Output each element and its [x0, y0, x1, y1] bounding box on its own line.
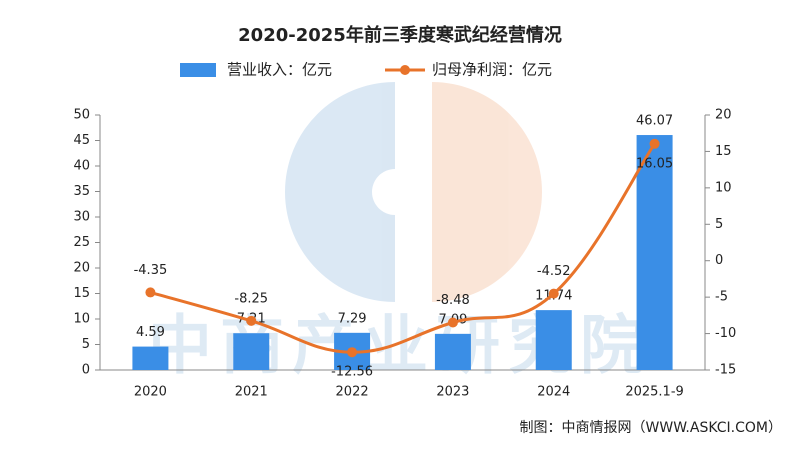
y2-tick-label: -15 — [715, 363, 736, 378]
watermark-logo — [285, 82, 542, 302]
y2-tick-label: 0 — [715, 253, 723, 268]
y2-tick-label: -5 — [715, 290, 728, 305]
y-tick-label: 15 — [73, 286, 90, 301]
y-tick-label: 25 — [73, 235, 90, 250]
legend-swatch — [180, 63, 216, 77]
line-marker — [246, 315, 257, 326]
line-marker — [649, 138, 660, 149]
line-value-label: -4.35 — [134, 263, 168, 278]
y-tick-label: 0 — [82, 363, 90, 378]
chart-title: 2020-2025年前三季度寒武纪经营情况 — [238, 24, 562, 46]
y2-tick-label: 10 — [715, 180, 732, 195]
line-marker — [447, 317, 458, 328]
watermark-text: 中商产业研究院 — [148, 310, 652, 384]
bar — [434, 333, 471, 370]
y-tick-label: 40 — [73, 159, 90, 174]
x-tick-label: 2025.1-9 — [625, 385, 683, 400]
y-tick-label: 50 — [73, 108, 90, 123]
x-tick-label: 2020 — [134, 385, 167, 400]
y-tick-label: 20 — [73, 261, 90, 276]
x-tick-label: 2021 — [235, 385, 268, 400]
x-tick-label: 2022 — [336, 385, 369, 400]
line-marker — [347, 347, 358, 358]
line-value-label: -8.48 — [436, 293, 470, 308]
bar-value-label: 7.29 — [338, 311, 367, 326]
bar-value-label: 46.07 — [636, 114, 673, 129]
line-marker — [548, 288, 559, 299]
x-tick-label: 2023 — [436, 385, 469, 400]
bar — [535, 310, 572, 370]
bar — [636, 135, 673, 370]
x-tick-label: 2024 — [537, 385, 570, 400]
source: 制图：中商情报网（WWW.ASKCI.COM） — [520, 420, 782, 436]
y2-tick-label: -10 — [715, 326, 736, 341]
line-value-label: -12.56 — [331, 365, 373, 380]
bar-value-label: 4.59 — [136, 325, 165, 340]
legend-marker — [400, 65, 410, 75]
y2-tick-label: 15 — [715, 144, 732, 159]
y-tick-label: 35 — [73, 184, 90, 199]
line-value-label: -8.25 — [234, 291, 268, 306]
y-tick-label: 45 — [73, 133, 90, 148]
y-tick-label: 10 — [73, 312, 90, 327]
legend-label: 归母净利润：亿元 — [432, 61, 552, 79]
y-tick-label: 30 — [73, 210, 90, 225]
line-value-label: 16.05 — [636, 156, 673, 171]
line-marker — [145, 287, 156, 298]
y2-tick-label: 20 — [715, 108, 732, 123]
line-value-label: -4.52 — [537, 264, 571, 279]
y2-tick-label: 5 — [715, 217, 723, 232]
line — [150, 142, 656, 354]
legend-label: 营业收入：亿元 — [227, 61, 332, 79]
y-tick-label: 5 — [82, 337, 90, 352]
bar — [132, 346, 169, 370]
bar — [233, 333, 270, 370]
